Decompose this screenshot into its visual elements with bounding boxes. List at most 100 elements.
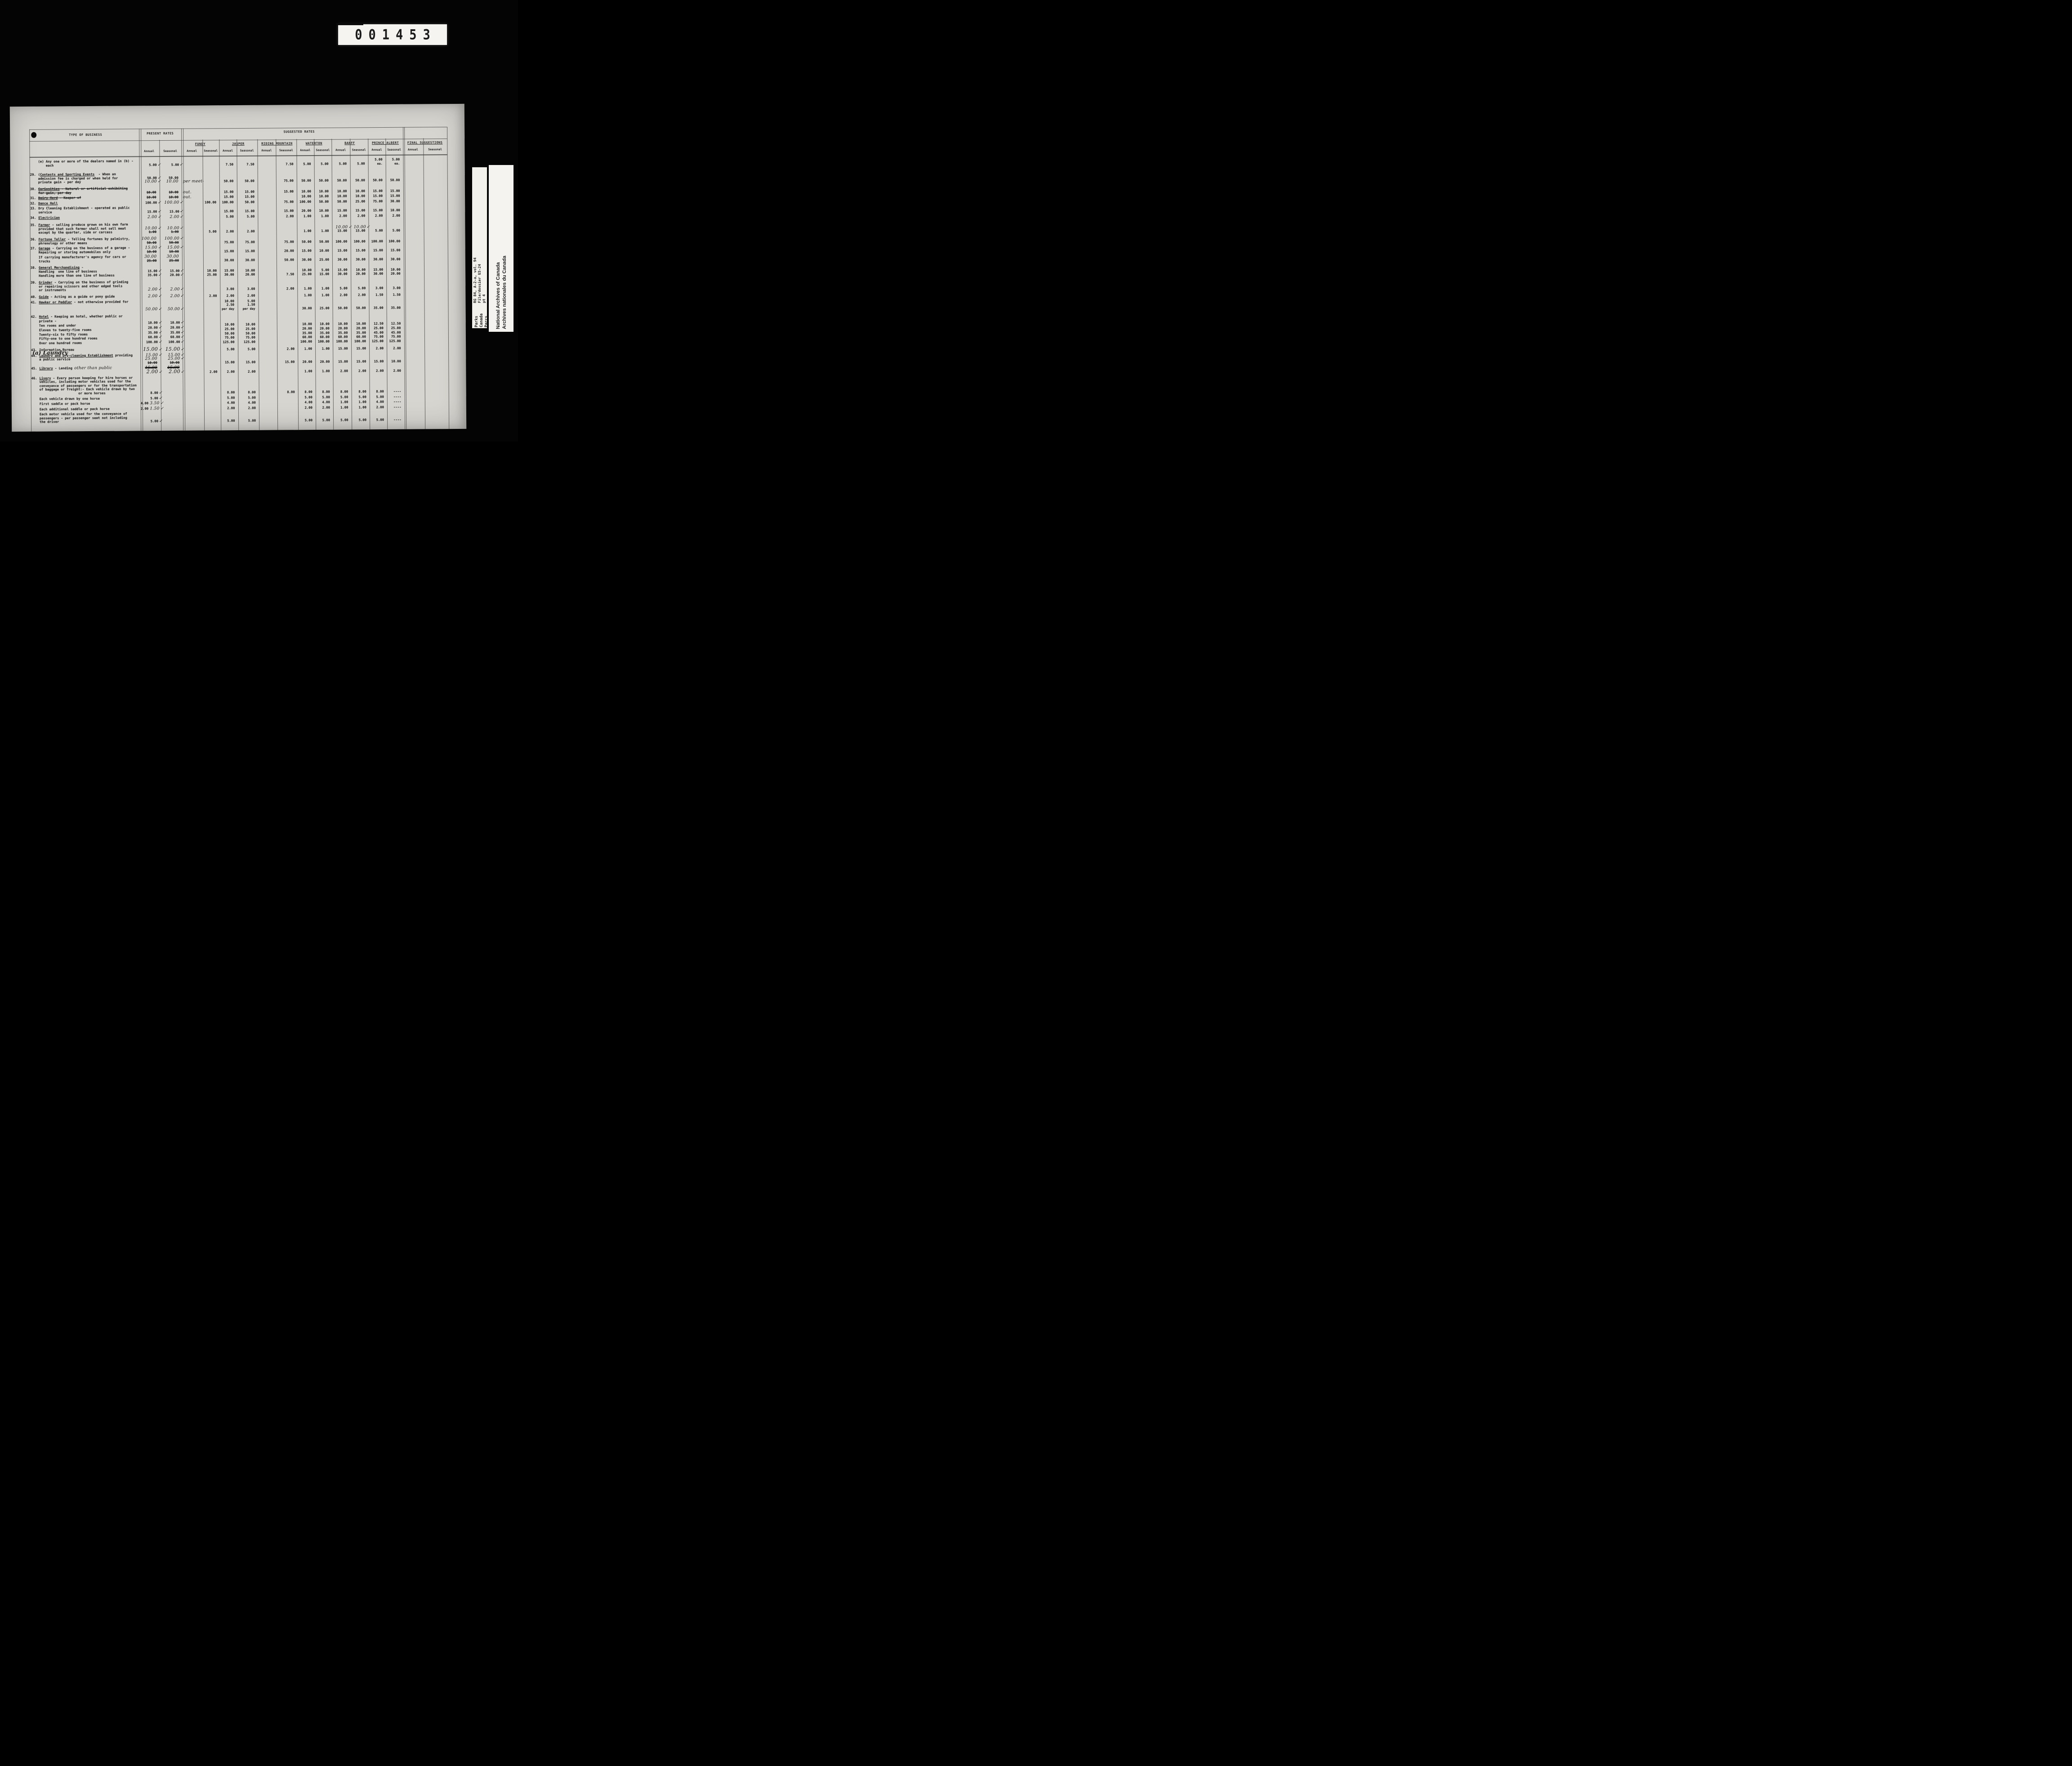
- typed-text: Ten rooms and under: [39, 323, 76, 328]
- rate-cell-pa: 10.00: [139, 190, 160, 195]
- rate-cell-wa: 1.00: [298, 369, 315, 374]
- typed-text: 20.00: [148, 325, 158, 330]
- typed-text: 60.00: [320, 335, 330, 339]
- subheader-seasonal: Seasonal: [279, 148, 293, 152]
- typed-text: 10.00: [320, 321, 330, 326]
- rate-cell-qs: 1.50: [386, 293, 404, 297]
- rate-cell-ws: 50.00: [314, 178, 332, 183]
- typed-text: 5.00: [209, 229, 217, 234]
- typed-text: Over one hundred rooms: [39, 341, 82, 345]
- rate-cell-ba: 2.00: [333, 369, 351, 373]
- typed-text: 3.00: [393, 286, 401, 290]
- typed-text: 50.00: [245, 179, 255, 183]
- microfilm-scan: 001453 TYPE OF BUSINESS PRESENT RATES SUGG…: [0, 0, 518, 442]
- rate-cell-fa: per meet-: [182, 179, 204, 184]
- typed-text: 5.00: [392, 228, 401, 233]
- rate-cell-ba: 15.00: [333, 359, 351, 364]
- typed-text: 20.00: [302, 326, 312, 330]
- rate-cell-ws: 8.00: [316, 390, 333, 394]
- document-page: TYPE OF BUSINESS PRESENT RATES SUGGESTED R…: [9, 103, 467, 432]
- rate-cell-qa: 15.00: [368, 194, 386, 198]
- typed-text: 1.00: [340, 400, 348, 404]
- rate-cell-wa: 2.00: [298, 406, 316, 410]
- typed-text: 10.00: [319, 208, 329, 213]
- typed-text: 15.00: [245, 209, 255, 213]
- typed-text: 2.00: [376, 405, 384, 409]
- rate-cell-fs: 2.00: [203, 294, 220, 298]
- typed-text: Electrician: [38, 215, 60, 220]
- rate-cell-js: 5.00: [237, 214, 258, 219]
- rate-cell-fa: out.: [182, 190, 203, 194]
- typed-text: 50.00: [224, 331, 235, 335]
- typed-text: 15.00: [319, 272, 330, 276]
- table-row-38: 38. General Merchandising - Handling one l…: [30, 264, 448, 278]
- checkmark-icon: ✓: [179, 226, 184, 231]
- typed-text: 15.00: [390, 188, 400, 193]
- rate-cell-pa: 50.00✓: [140, 307, 162, 312]
- rate-cell-ja: 15.00: [220, 360, 238, 365]
- typed-text: 50.00: [390, 178, 400, 183]
- rate-cell-ja: 50.00: [219, 179, 237, 183]
- typed-text: 2.00: [286, 286, 295, 291]
- frame-number-stamp: 001453: [336, 23, 447, 45]
- rate-cell-pa: 2.00 1.50✓: [141, 406, 165, 411]
- checkmark-icon: ✓: [158, 390, 163, 396]
- rate-cell-ja: 15.00: [219, 209, 237, 214]
- table-row-41: 41. Hawker or Peddler - not otherwise pro…: [30, 298, 448, 312]
- rate-cell-wa: 30.00: [298, 306, 315, 311]
- typed-text: 60.00: [356, 334, 366, 339]
- item-number: 42.: [31, 315, 37, 319]
- typed-text: for gain, per day: [38, 190, 71, 195]
- typed-text: - not otherwise provided for: [72, 299, 129, 304]
- typed-text: Hotel: [39, 314, 49, 319]
- typed-text: 30.00: [390, 199, 400, 203]
- rate-cell-qs: 2.00: [387, 369, 404, 373]
- rate-cell-pa: 15.00✓ 25.00 10.00: [140, 353, 163, 365]
- rate-cell-pa: 4.00 3.50✓: [141, 401, 165, 406]
- rate-cell-wa: 10.00 20.00 35.00 60.00 100.00: [298, 322, 315, 344]
- rate-cell-ps: 100.00✓ 50.00: [160, 236, 184, 245]
- reference-line: pt 4: [482, 294, 486, 303]
- rate-cell-qs: ----: [387, 405, 405, 409]
- typed-text: 3.00: [375, 286, 384, 290]
- business-description: Each additional saddle or pack horse: [31, 406, 141, 411]
- rate-cell-wa: 50.00: [297, 178, 314, 183]
- typed-text: 15.00: [356, 248, 366, 253]
- typed-text: 50.00: [246, 331, 255, 335]
- typed-text: 8.00: [287, 390, 295, 394]
- rate-cell-ps: 15.00 2.00✓: [161, 366, 185, 375]
- rate-cell-ps: 2.00✓: [160, 214, 184, 219]
- typed-text: 100.00: [353, 239, 366, 243]
- typed-text: 100.00: [145, 200, 157, 205]
- rate-cell-ps: 15.00✓: [161, 346, 185, 352]
- typed-text: 8.00: [248, 390, 256, 394]
- business-description: 32. Dance Hall: [30, 201, 139, 205]
- rate-cell-ps: 15.00✓: [160, 210, 184, 214]
- rate-cell-pa: 5.00✓: [139, 163, 161, 167]
- typed-text: 10.00: [169, 249, 179, 254]
- rate-cell-js: 8.00: [238, 390, 259, 395]
- typed-text: 75.00: [224, 240, 234, 244]
- typed-text: 30.00: [337, 257, 348, 262]
- typed-text: 15.00: [338, 359, 348, 364]
- rate-cell-ws: 10.00: [315, 248, 332, 253]
- table-row-29: 29. (Contests and Sporting Events - When …: [30, 170, 447, 184]
- rate-cell-js: 15.00: [238, 360, 259, 364]
- typed-text: 8.00: [322, 389, 330, 394]
- typed-text: 15.00: [284, 189, 294, 193]
- national-archives-label: National Archives of Canada Archives nat…: [495, 190, 508, 329]
- typed-text: 20.00: [356, 271, 366, 276]
- typed-text: 4.00: [227, 401, 235, 405]
- rate-cell-ws: 2.00: [316, 405, 333, 410]
- typed-text: 60.00: [302, 335, 312, 339]
- typed-text: 15.00: [373, 194, 383, 198]
- business-description: If carrying manufacturer's agency for ca…: [30, 255, 140, 264]
- column-header-final-suggestions: FINAL SUGGESTIONS: [407, 141, 443, 145]
- rate-cell-ba: 15.00: [332, 248, 351, 253]
- rate-cell-qa: 12.50 25.00 45.00 75.00 125.00: [369, 321, 387, 343]
- rate-cell-ws: 1.00: [314, 214, 332, 218]
- typed-text: 25.00: [169, 258, 179, 263]
- rate-cell-js: 30.00: [237, 258, 258, 263]
- archival-reference: RG 84, A-2-a, vol. 94 File/dossier U3-24…: [473, 200, 487, 303]
- rate-cell-js: 2.00: [238, 370, 259, 374]
